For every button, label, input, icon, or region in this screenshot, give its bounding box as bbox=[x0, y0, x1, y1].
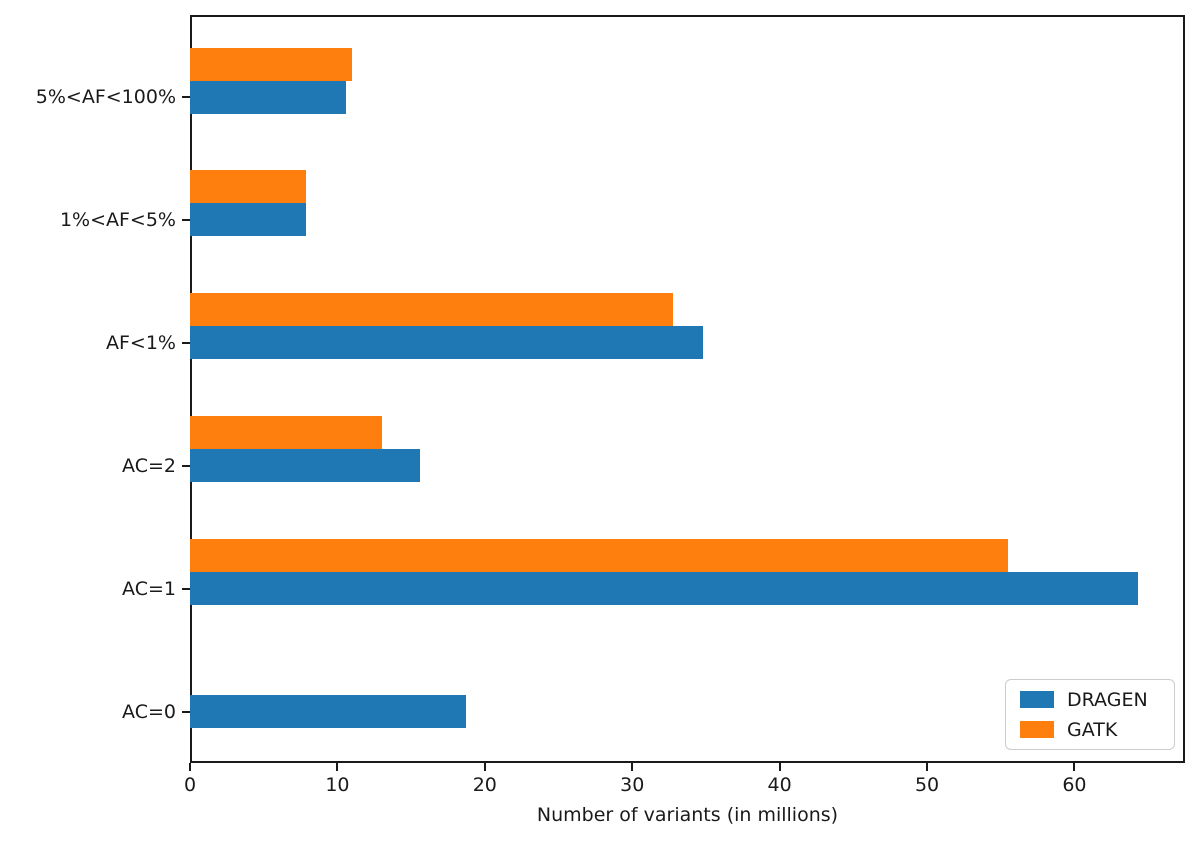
y-tick-label: AC=2 bbox=[122, 454, 176, 477]
y-tick bbox=[182, 341, 190, 344]
x-tick-label: 10 bbox=[325, 774, 350, 796]
bar-gatk-2 bbox=[190, 293, 674, 327]
plot-area bbox=[190, 15, 1185, 763]
legend-label: DRAGEN bbox=[1067, 688, 1148, 711]
legend: DRAGEN GATK bbox=[1005, 679, 1175, 750]
legend-label: GATK bbox=[1067, 718, 1118, 741]
x-tick-label: 20 bbox=[472, 774, 497, 796]
x-tick-label: 60 bbox=[1062, 774, 1087, 796]
bar-gatk-3 bbox=[190, 416, 382, 450]
x-tick-label: 50 bbox=[914, 774, 940, 796]
x-tick-label: 0 bbox=[183, 774, 197, 796]
bar-dragen-4 bbox=[190, 572, 1138, 606]
legend-swatch-gatk bbox=[1020, 721, 1054, 738]
y-tick-label: 1%<AF<5% bbox=[59, 208, 176, 231]
legend-entry: DRAGEN bbox=[1020, 689, 1174, 711]
x-tick bbox=[336, 763, 339, 771]
y-tick-label: AC=0 bbox=[122, 700, 176, 723]
bar-dragen-3 bbox=[190, 449, 420, 483]
x-tick bbox=[1073, 763, 1076, 771]
x-axis-label: Number of variants (in millions) bbox=[536, 804, 839, 826]
bar-dragen-0 bbox=[190, 80, 347, 114]
y-tick bbox=[182, 710, 190, 713]
bar-gatk-1 bbox=[190, 170, 307, 204]
y-tick bbox=[182, 96, 190, 98]
bar-dragen-5 bbox=[190, 695, 466, 728]
x-tick bbox=[778, 763, 781, 771]
x-tick bbox=[483, 763, 486, 771]
legend-entry: GATK bbox=[1020, 719, 1174, 741]
bar-gatk-4 bbox=[190, 539, 1009, 573]
x-tick bbox=[631, 763, 634, 771]
x-tick bbox=[926, 763, 929, 771]
bar-dragen-1 bbox=[190, 203, 307, 237]
x-tick-label: 40 bbox=[767, 774, 792, 796]
y-tick bbox=[182, 218, 190, 221]
bar-gatk-0 bbox=[190, 47, 353, 81]
x-tick bbox=[189, 763, 191, 771]
y-tick-label: 5%<AF<100% bbox=[35, 86, 176, 108]
y-tick-label: AC=1 bbox=[122, 577, 176, 600]
y-tick bbox=[182, 464, 190, 467]
bar-dragen-2 bbox=[190, 326, 703, 360]
legend-swatch-dragen bbox=[1020, 691, 1054, 708]
y-tick-label: AF<1% bbox=[106, 331, 176, 354]
x-tick-label: 30 bbox=[620, 774, 645, 796]
y-tick bbox=[182, 587, 190, 590]
